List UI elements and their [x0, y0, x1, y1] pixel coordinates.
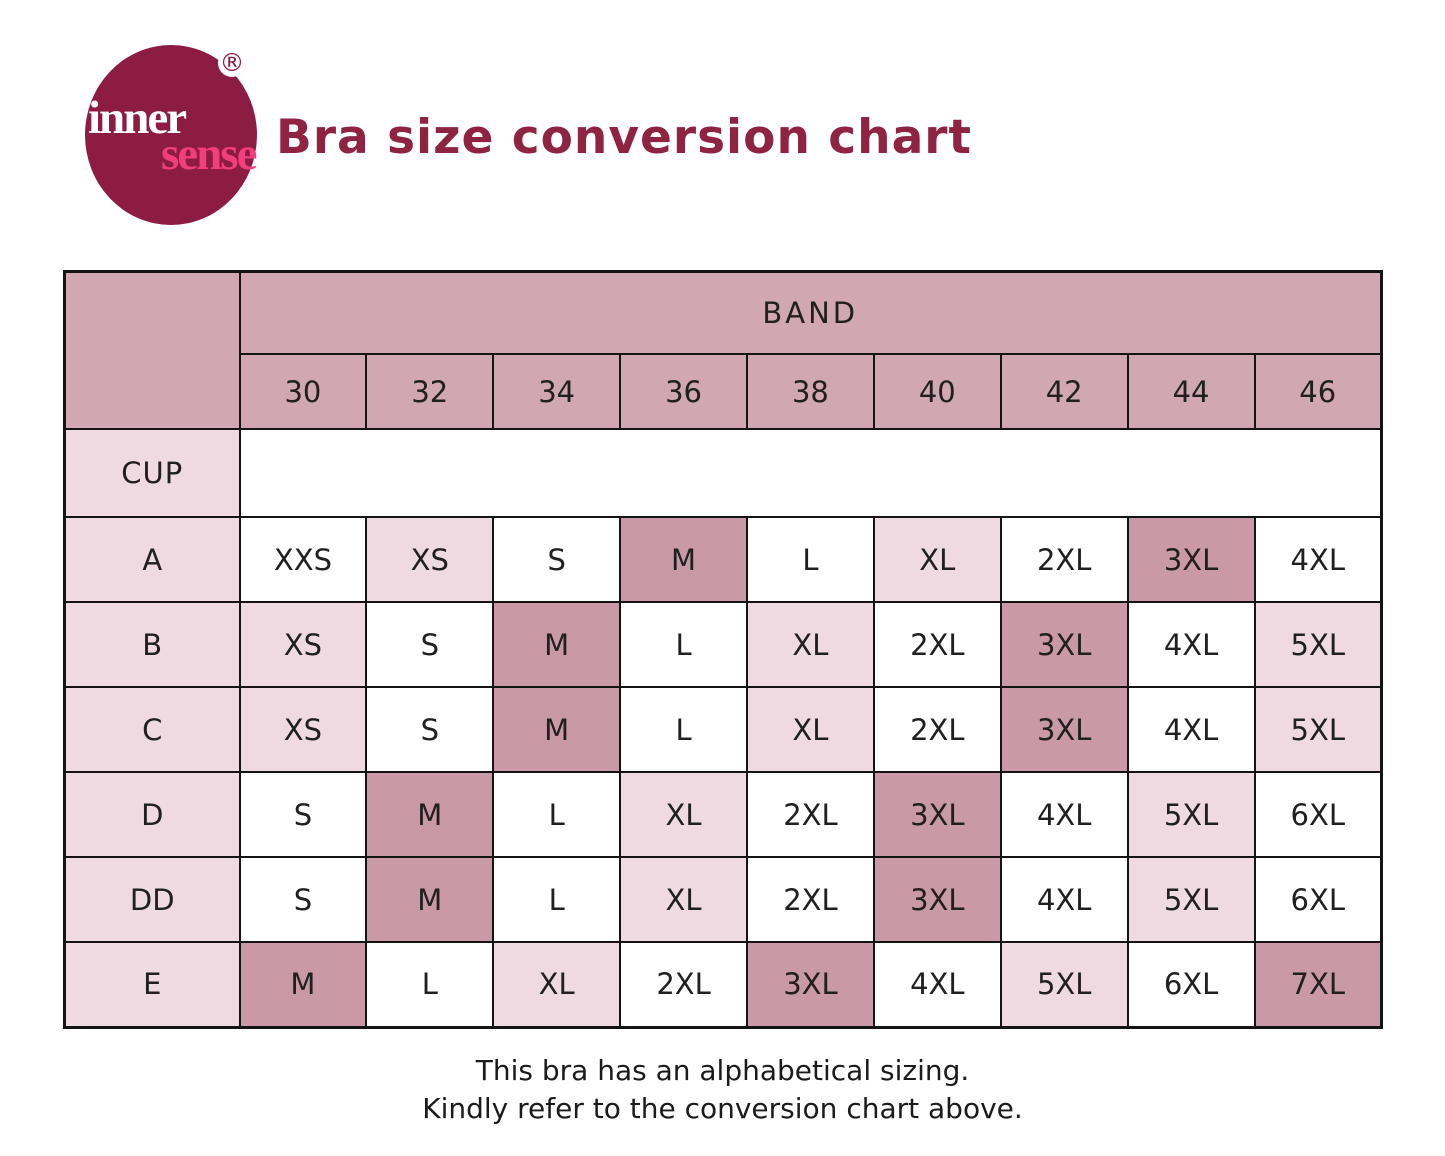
size-cell-B-40: 2XL: [872, 601, 1002, 688]
cup-row-A: A XXS XS S M L XL 2XL 3XL 4XL: [63, 516, 1383, 603]
size-cell-E-32: L: [365, 941, 495, 1028]
cup-header-cell: CUP: [63, 428, 241, 518]
size-cell-B-38: XL: [746, 601, 875, 688]
cup-rows: A XXS XS S M L XL 2XL 3XL 4XL B XS S M L XL 2XL 3XL 4XL 5XL…: [63, 516, 1383, 1028]
size-cell-A-40: XL: [872, 516, 1002, 603]
size-cell-D-36: XL: [619, 771, 748, 858]
size-cell-C-40: 2XL: [872, 686, 1002, 773]
size-cell-DD-40: 3XL: [872, 856, 1002, 943]
footer-note-line2: Kindly refer to the conversion chart abo…: [422, 1092, 1023, 1125]
cup-header-row: CUP: [63, 428, 1383, 518]
size-cell-DD-46: 6XL: [1253, 856, 1383, 943]
size-cell-C-34: M: [492, 686, 622, 773]
band-value-44: 44: [1126, 353, 1256, 430]
size-cell-B-34: M: [492, 601, 622, 688]
size-cell-B-36: L: [619, 601, 748, 688]
size-cell-E-30: M: [238, 941, 368, 1028]
band-value-40: 40: [872, 353, 1002, 430]
size-cell-E-46: 7XL: [1253, 941, 1383, 1028]
size-cell-E-40: 4XL: [872, 941, 1002, 1028]
cup-row-D: D S M L XL 2XL 3XL 4XL 5XL 6XL: [63, 771, 1383, 858]
size-cell-D-30: S: [238, 771, 368, 858]
size-cell-A-46: 4XL: [1253, 516, 1383, 603]
cup-label-A: A: [63, 516, 241, 603]
cup-label-D: D: [63, 771, 241, 858]
size-cell-DD-38: 2XL: [746, 856, 875, 943]
size-cell-D-34: L: [492, 771, 622, 858]
cup-row-E: E M L XL 2XL 3XL 4XL 5XL 6XL 7XL: [63, 941, 1383, 1028]
size-cell-D-32: M: [365, 771, 495, 858]
size-cell-DD-34: L: [492, 856, 622, 943]
size-cell-DD-36: XL: [619, 856, 748, 943]
size-cell-D-42: 4XL: [999, 771, 1129, 858]
size-cell-DD-42: 4XL: [999, 856, 1129, 943]
page-title: Bra size conversion chart: [276, 110, 972, 165]
size-cell-D-44: 5XL: [1126, 771, 1256, 858]
size-cell-B-42: 3XL: [999, 601, 1129, 688]
cup-label-B: B: [63, 601, 241, 688]
size-cell-A-44: 3XL: [1126, 516, 1256, 603]
conversion-table: BAND 30 32 34 36 38 40 42 44 46 CUP A XXS XS S M L XL 2…: [63, 270, 1383, 1029]
cup-label-C: C: [63, 686, 241, 773]
size-cell-C-32: S: [365, 686, 495, 773]
band-value-38: 38: [746, 353, 875, 430]
band-value-46: 46: [1253, 353, 1383, 430]
band-header-cell: BAND: [238, 270, 1383, 355]
size-cell-A-38: L: [746, 516, 875, 603]
cup-label-E: E: [63, 941, 241, 1028]
size-cell-A-42: 2XL: [999, 516, 1129, 603]
size-cell-D-40: 3XL: [872, 771, 1002, 858]
logo-text-sense: sense: [161, 128, 257, 180]
footer-note: This bra has an alphabetical sizing. Kin…: [0, 1052, 1445, 1128]
size-cell-B-44: 4XL: [1126, 601, 1256, 688]
size-cell-D-38: 2XL: [746, 771, 875, 858]
size-cell-C-46: 5XL: [1253, 686, 1383, 773]
logo-text-inner: inner: [88, 92, 187, 144]
size-cell-E-34: XL: [492, 941, 622, 1028]
size-cell-E-36: 2XL: [619, 941, 748, 1028]
size-cell-B-32: S: [365, 601, 495, 688]
band-value-30: 30: [238, 353, 368, 430]
footer-note-line1: This bra has an alphabetical sizing.: [475, 1054, 970, 1087]
size-cell-C-36: L: [619, 686, 748, 773]
band-value-42: 42: [999, 353, 1129, 430]
size-cell-C-30: XS: [238, 686, 368, 773]
registered-trademark-icon: ®: [218, 48, 246, 77]
corner-cell: [63, 270, 241, 430]
band-values-row: 30 32 34 36 38 40 42 44 46: [65, 353, 1383, 430]
band-value-36: 36: [619, 353, 748, 430]
band-value-32: 32: [365, 353, 495, 430]
size-cell-C-44: 4XL: [1126, 686, 1256, 773]
cup-row-C: C XS S M L XL 2XL 3XL 4XL 5XL: [63, 686, 1383, 773]
size-cell-D-46: 6XL: [1253, 771, 1383, 858]
size-cell-E-38: 3XL: [746, 941, 875, 1028]
cup-row-B: B XS S M L XL 2XL 3XL 4XL 5XL: [63, 601, 1383, 688]
innersense-logo: inner sense ®: [85, 45, 257, 225]
cup-header-spacer: [238, 428, 1383, 518]
size-cell-DD-44: 5XL: [1126, 856, 1256, 943]
size-cell-E-44: 6XL: [1126, 941, 1256, 1028]
size-cell-A-34: S: [492, 516, 622, 603]
band-header-row: BAND: [63, 270, 1383, 430]
band-value-34: 34: [492, 353, 622, 430]
size-cell-DD-32: M: [365, 856, 495, 943]
size-cell-B-30: XS: [238, 601, 368, 688]
size-cell-A-32: XS: [365, 516, 495, 603]
size-cell-E-42: 5XL: [999, 941, 1129, 1028]
size-cell-A-30: XXS: [238, 516, 368, 603]
cup-label-DD: DD: [63, 856, 241, 943]
size-cell-C-42: 3XL: [999, 686, 1129, 773]
size-cell-C-38: XL: [746, 686, 875, 773]
size-cell-B-46: 5XL: [1253, 601, 1383, 688]
size-cell-A-36: M: [619, 516, 748, 603]
size-cell-DD-30: S: [238, 856, 368, 943]
cup-row-DD: DD S M L XL 2XL 3XL 4XL 5XL 6XL: [63, 856, 1383, 943]
